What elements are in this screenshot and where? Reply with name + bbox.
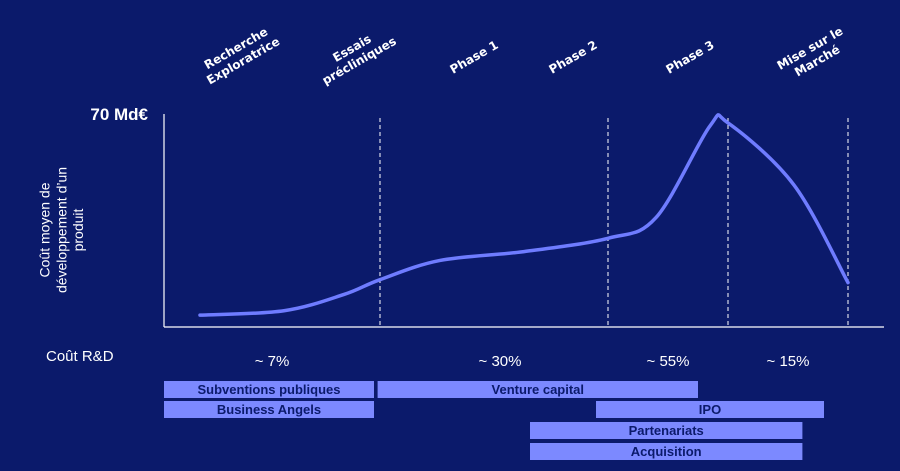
funding-label-4: Partenariats <box>629 423 704 438</box>
funding-bar-2 <box>164 401 374 418</box>
stage-label-3: Phase 2 <box>547 38 600 77</box>
cost-curve-line <box>198 113 850 317</box>
rd-cost-label-1: ~ 30% <box>479 353 522 370</box>
funding-label-1: Venture capital <box>492 382 584 397</box>
stage-label-4: Phase 3 <box>664 38 717 77</box>
stage-label-5: Mise sur leMarché <box>775 24 853 85</box>
funding-bar-1 <box>377 381 698 398</box>
funding-bar-4 <box>530 422 803 439</box>
stage-label-0: RechercheExploratrice <box>197 22 282 88</box>
stage-labels: RechercheExploratrice Essaisprécliniques P… <box>197 22 853 88</box>
rd-cost-label-2: ~ 55% <box>647 353 690 370</box>
funding-label-2: Business Angels <box>217 402 321 417</box>
stage-divider-lines <box>379 118 849 327</box>
y-axis-title: Coût moyen dedéveloppement d’unproduit <box>37 167 87 293</box>
stage-label-2: Phase 1 <box>448 38 501 77</box>
funding-label-3: IPO <box>699 402 721 417</box>
funding-bar-5 <box>530 443 803 460</box>
y-max-label: 70 Md€ <box>90 105 148 124</box>
funding-bar-0 <box>164 381 374 398</box>
funding-label-5: Acquisition <box>631 444 702 459</box>
rd-cost-label-0: ~ 7% <box>255 353 290 370</box>
funding-bars: Subventions publiques Venture capital Busi… <box>164 381 824 460</box>
rd-cost-labels: ~ 7% ~ 30% ~ 55% ~ 15% <box>255 353 810 370</box>
funding-bar-3 <box>596 401 824 418</box>
rd-cost-row-label: Coût R&D <box>46 348 114 365</box>
rd-cost-label-3: ~ 15% <box>767 353 810 370</box>
funding-label-0: Subventions publiques <box>197 382 340 397</box>
stage-label-1: Essaisprécliniques <box>313 22 399 88</box>
axes <box>163 114 884 328</box>
